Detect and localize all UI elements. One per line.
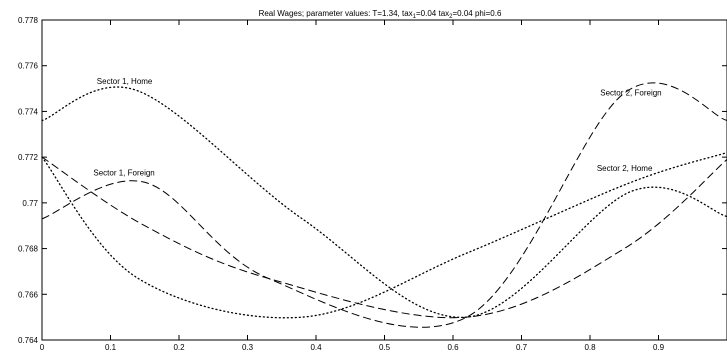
x-tick-label: 0.7 <box>516 343 528 352</box>
title-part-3: =0.04 phi=0.6 <box>452 9 501 18</box>
y-tick-label: 0.768 <box>18 245 39 254</box>
curve-annotation: Sector 1, Home <box>97 77 153 86</box>
y-tick-label: 0.772 <box>18 153 39 162</box>
y-tick-label: 0.77 <box>22 199 38 208</box>
curve-annotation: Sector 2, Home <box>597 164 653 173</box>
title-part-2: =0.04 tax <box>416 9 449 18</box>
title-subscript-1: 1 <box>413 14 417 20</box>
plot-area: 0 0.1 0.2 0.3 0.4 0.5 0.6 0.7 0.8 0.9 0.764 0.766 0.… <box>18 16 727 352</box>
x-tick-label: 0 <box>40 343 45 352</box>
y-tick-label: 0.774 <box>18 107 39 116</box>
x-tick-label: 0.6 <box>447 343 459 352</box>
series-line-4 <box>41 156 727 319</box>
y-tick-label: 0.764 <box>18 336 39 345</box>
title-subscript-2: 2 <box>449 14 453 20</box>
series-line-1 <box>41 86 727 318</box>
x-tick-label: 0.1 <box>105 343 117 352</box>
x-tick-label: 0.9 <box>653 343 665 352</box>
series-line-2 <box>41 151 727 319</box>
x-tick-label: 0.4 <box>310 343 322 352</box>
x-tick-label: 0.2 <box>173 343 185 352</box>
y-tick-label: 0.776 <box>18 62 39 71</box>
chart-title: Real Wages; parameter values: T=1.34, ta… <box>259 9 502 20</box>
title-part-1: Real Wages; parameter values: T=1.34, ta… <box>259 9 413 18</box>
x-tick-label: 0.3 <box>242 343 254 352</box>
y-tick-label: 0.778 <box>18 16 39 25</box>
x-tick-label: 0.8 <box>584 343 596 352</box>
y-tick-label: 0.766 <box>18 290 39 299</box>
curve-annotation: Sector 2, Foreign <box>600 88 661 97</box>
curve-annotation: Sector 1, Foreign <box>93 168 154 177</box>
x-tick-label: 0.5 <box>379 343 391 352</box>
series-line-3 <box>41 82 727 328</box>
